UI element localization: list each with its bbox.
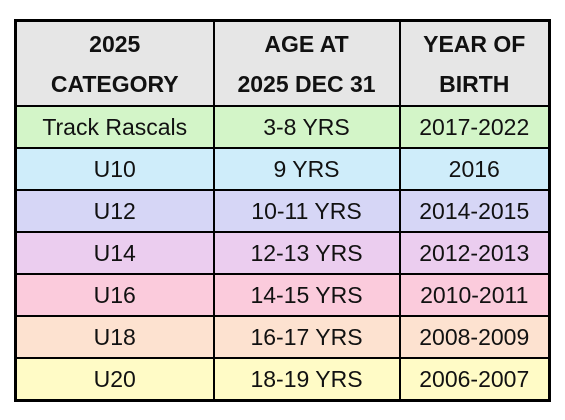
table-cell: U10 (14, 147, 215, 191)
table-row: U16 14-15 YRS 2010-2011 (14, 273, 551, 317)
table-row: U12 10-11 YRS 2014-2015 (14, 189, 551, 233)
table-cell: U16 (14, 273, 215, 317)
table-cell: 16-17 YRS (212, 315, 401, 359)
table-cell: 3-8 YRS (212, 105, 401, 149)
header-text: BIRTH (439, 70, 510, 97)
header-text: 2025 (89, 30, 141, 57)
table-row: Track Rascals 3-8 YRS 2017-2022 (14, 105, 551, 149)
header-cell: AGE AT 2025 DEC 31 (212, 19, 401, 107)
header-cell: 2025 CATEGORY (14, 19, 215, 107)
table-cell: 12-13 YRS (212, 231, 401, 275)
table-cell: 2012-2013 (398, 231, 551, 275)
header-cell: YEAR OF BIRTH (398, 19, 551, 107)
table-cell: 2014-2015 (398, 189, 551, 233)
table-cell: 2010-2011 (398, 273, 551, 317)
table-cell: 2008-2009 (398, 315, 551, 359)
header-text: CATEGORY (50, 70, 179, 97)
table-cell: 9 YRS (212, 147, 401, 191)
header-text: 2025 DEC 31 (237, 70, 376, 97)
table-cell: 2017-2022 (398, 105, 551, 149)
header-text: YEAR OF (423, 30, 526, 57)
header-text: AGE AT (264, 30, 349, 57)
header-row: 2025 CATEGORY AGE AT 2025 DEC 31 YEAR OF BIRT… (14, 19, 551, 107)
age-table: 2025 CATEGORY AGE AT 2025 DEC 31 YEAR OF BIRT… (14, 19, 551, 402)
table-cell: 18-19 YRS (212, 357, 401, 402)
table-cell: U20 (14, 357, 215, 402)
table-cell: 10-11 YRS (212, 189, 401, 233)
table-body: Track Rascals 3-8 YRS 2017-2022 U10 9 YRS 201… (14, 105, 551, 402)
table-row: U10 9 YRS 2016 (14, 147, 551, 191)
table-row: U20 18-19 YRS 2006-2007 (14, 357, 551, 402)
table-cell: U18 (14, 315, 215, 359)
table-cell: Track Rascals (14, 105, 215, 149)
table-cell: U14 (14, 231, 215, 275)
table-cell: U12 (14, 189, 215, 233)
table-row: U14 12-13 YRS 2012-2013 (14, 231, 551, 275)
table-cell: 2016 (398, 147, 551, 191)
table-row: U18 16-17 YRS 2008-2009 (14, 315, 551, 359)
table-cell: 2006-2007 (398, 357, 551, 402)
table-cell: 14-15 YRS (212, 273, 401, 317)
